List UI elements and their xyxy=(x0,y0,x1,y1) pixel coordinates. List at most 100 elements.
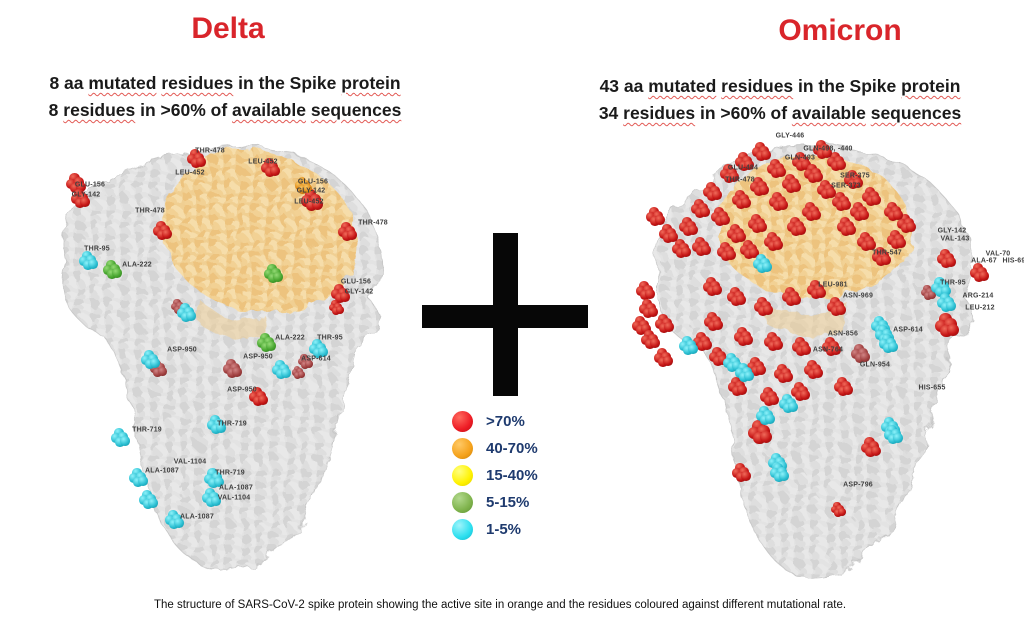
delta-residue-cluster xyxy=(202,488,221,507)
residue-sphere xyxy=(888,434,898,444)
delta-residue-cluster xyxy=(331,284,350,303)
delta-residue-cluster xyxy=(297,353,316,372)
residue-sphere xyxy=(342,231,352,241)
omicron-residue-cluster xyxy=(639,299,658,318)
residue-sphere xyxy=(261,342,271,352)
residue-sphere xyxy=(658,357,668,367)
residue-sphere xyxy=(854,211,864,221)
residue-sphere xyxy=(347,230,357,240)
omicron-residue-cluster xyxy=(837,217,856,236)
residue-sphere xyxy=(232,367,242,377)
residue-sphere xyxy=(302,184,312,193)
omicron-residue-cluster xyxy=(822,337,841,356)
residue-sphere xyxy=(727,362,737,372)
residue-sphere xyxy=(811,210,821,220)
omicron-residue-cluster xyxy=(851,344,870,363)
residue-sphere xyxy=(335,293,345,303)
residue-sphere xyxy=(866,240,876,250)
residue-sphere xyxy=(774,472,784,482)
residue-sphere xyxy=(88,259,98,269)
omicron-residue-cluster xyxy=(679,336,698,355)
residue-sphere xyxy=(83,260,93,270)
residue-sphere xyxy=(808,369,818,379)
residue-sphere xyxy=(724,173,734,183)
delta-residue-cluster xyxy=(177,303,196,322)
residue-sphere xyxy=(813,172,823,182)
residue-sphere xyxy=(276,369,286,379)
residue-sphere xyxy=(811,289,821,299)
residue-sphere xyxy=(871,195,881,205)
residue-sphere xyxy=(826,188,836,198)
omicron-residue-cluster xyxy=(672,239,691,258)
residue-sphere xyxy=(801,345,811,355)
delta-residue-label: VAL-1104 xyxy=(173,458,207,466)
residue-sphere xyxy=(707,191,717,201)
residue-sphere xyxy=(253,396,263,406)
residue-sphere xyxy=(655,215,665,225)
residue-sphere xyxy=(837,508,846,516)
legend-color-dot xyxy=(452,519,473,540)
residue-sphere xyxy=(836,305,846,315)
residue-sphere xyxy=(796,346,806,356)
delta-residue-label: ASP-950 xyxy=(227,386,257,394)
omicron-residue-cluster xyxy=(792,152,811,171)
residue-sphere xyxy=(779,471,789,481)
omicron-residue-cluster xyxy=(636,281,655,300)
omicron-residue-cluster xyxy=(723,353,742,372)
delta-residue-cluster xyxy=(129,468,148,487)
mutation-rate-legend: >70% 40-70% 15-40% 5-15% 1-5% xyxy=(452,411,538,546)
omicron-residue-cluster xyxy=(832,192,851,211)
subtitle-word: in the Spike xyxy=(793,76,902,96)
omicron-residue-cluster xyxy=(769,192,788,211)
omicron-residue-cluster xyxy=(753,254,772,273)
omicron-residue-cluster xyxy=(693,332,712,351)
omicron-residue-cluster xyxy=(754,297,773,316)
subtitle-word: residues xyxy=(623,103,696,123)
residue-sphere xyxy=(833,508,842,517)
residue-sphere xyxy=(757,222,767,232)
residue-sphere xyxy=(743,335,753,345)
omicron-residue-cluster xyxy=(779,394,798,413)
delta-residue-label: LEU-452 xyxy=(294,198,324,206)
omicron-residue-cluster xyxy=(931,277,952,298)
omicron-residue-cluster xyxy=(764,332,783,351)
residue-sphere xyxy=(838,386,848,396)
residue-sphere xyxy=(268,273,278,283)
legend-item: 1-5% xyxy=(452,519,538,540)
residue-sphere xyxy=(813,368,823,378)
omicron-residue-label: LEU-981 xyxy=(818,281,848,289)
residue-sphere xyxy=(836,201,846,211)
residue-sphere xyxy=(273,272,283,282)
omicron-residue-cluster xyxy=(937,293,956,312)
residue-sphere xyxy=(196,157,206,167)
omicron-residue-cluster xyxy=(732,463,751,482)
omicron-residue-cluster xyxy=(727,224,746,243)
delta-subtitle: 8 aa mutated residues in the Spike prote… xyxy=(0,70,460,124)
residue-sphere xyxy=(732,361,742,371)
residue-sphere xyxy=(663,233,673,243)
residue-sphere xyxy=(648,307,658,317)
delta-residue-label: ALA-1087 xyxy=(180,513,214,521)
residue-sphere xyxy=(861,241,871,251)
omicron-subtitle: 43 aa mutated residues in the Spike prot… xyxy=(545,73,1015,127)
delta-residue-cluster xyxy=(261,158,280,177)
omicron-residue-cluster xyxy=(709,347,728,366)
residue-sphere xyxy=(855,353,865,363)
delta-residue-label: ALA-222 xyxy=(275,334,305,342)
residue-sphere xyxy=(768,241,778,251)
omicron-residue-cluster xyxy=(782,174,801,193)
residue-sphere xyxy=(731,296,741,306)
residue-sphere xyxy=(783,403,793,413)
delta-residue-label: THR-719 xyxy=(217,420,247,428)
omicron-residue-cluster xyxy=(767,159,786,178)
omicron-residue-cluster xyxy=(850,202,869,221)
omicron-residue-cluster xyxy=(935,313,960,338)
delta-residue-label: LEU-452 xyxy=(248,158,278,166)
residue-sphere xyxy=(208,477,219,489)
delta-subtitle-line1: 8 aa mutated residues in the Spike prote… xyxy=(0,70,460,97)
delta-residue-label: ALA-222 xyxy=(122,261,152,269)
residue-sphere xyxy=(801,160,811,170)
residue-sphere xyxy=(893,433,903,443)
residue-sphere xyxy=(702,340,712,350)
